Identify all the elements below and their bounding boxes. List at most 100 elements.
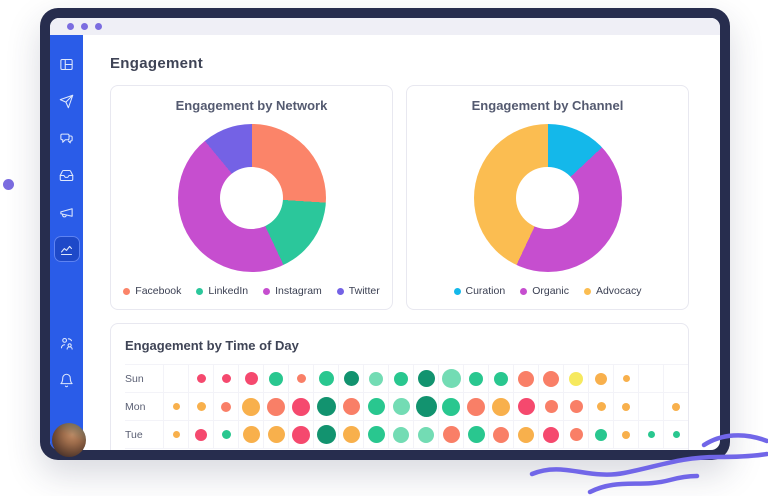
bubble: [417, 370, 435, 387]
bubble: [517, 398, 535, 415]
bubble: [493, 426, 509, 443]
megaphone-icon: [60, 207, 73, 217]
bubble-cell: [163, 421, 188, 448]
sidebar-item-inbox[interactable]: [54, 162, 80, 188]
donut-chart-network: [177, 124, 326, 272]
legend-label: LinkedIn: [208, 285, 249, 297]
decorative-purple-dot: [3, 179, 14, 190]
legend-label: Instagram: [275, 285, 322, 297]
bell-icon: [60, 373, 73, 387]
bubble: [467, 397, 485, 416]
bubble-cell: [638, 393, 663, 420]
bubble-cell: [438, 421, 463, 448]
sidebar-item-publish[interactable]: [54, 88, 80, 114]
bubble-cell: [563, 393, 588, 420]
bubble: [367, 426, 385, 443]
legend-dot: [583, 287, 591, 295]
window-control-dot[interactable]: [95, 23, 102, 30]
card-title: Engagement by Time of Day: [125, 338, 299, 353]
bubble-cell: [263, 421, 288, 448]
bubble-cell: [613, 421, 638, 448]
window-titlebar: [50, 18, 720, 35]
bubble: [622, 430, 630, 439]
bubble: [316, 425, 336, 444]
legend-item: Organic: [520, 285, 569, 297]
sidebar-item-notifications[interactable]: [54, 367, 80, 393]
legend-label: Advocacy: [595, 285, 642, 297]
sidebar-item-user-switch[interactable]: [54, 330, 80, 356]
app-window: Engagement Engagement by Network Faceboo…: [50, 18, 720, 450]
bubble: [342, 426, 360, 443]
bubble-cell: [588, 421, 613, 448]
bubble-cell: [513, 393, 538, 420]
bubble: [596, 402, 606, 411]
bubble-cell: [238, 365, 263, 392]
bubble: [569, 400, 583, 413]
bubble: [195, 428, 207, 441]
bubble-cell: [538, 393, 563, 420]
sidebar-item-dashboard[interactable]: [54, 51, 80, 77]
legend-item: Advocacy: [583, 285, 642, 297]
bubble-cell: [463, 421, 488, 448]
bubble: [518, 370, 534, 387]
bubble: [172, 431, 180, 438]
sidebar-item-conversations[interactable]: [54, 125, 80, 151]
legend-dot: [196, 287, 204, 295]
bubble: [292, 397, 310, 416]
donut-cards-row: Engagement by Network Facebook LinkedIn In…: [110, 85, 720, 310]
bubble-cell: [363, 365, 388, 392]
bubble: [221, 430, 231, 439]
window-control-dot[interactable]: [67, 23, 74, 30]
legend-item: Facebook: [123, 285, 181, 297]
bubble-cell: [288, 365, 313, 392]
donut-chart-channel: [473, 124, 622, 272]
bubble: [672, 402, 680, 411]
bubble-cell: [413, 365, 438, 392]
bubble-cell: [463, 393, 488, 420]
bubble: [369, 371, 383, 386]
sidebar-item-analytics[interactable]: [53, 236, 80, 262]
user-avatar[interactable]: [52, 423, 86, 457]
bubble: [418, 426, 434, 443]
bubble-cell: [513, 421, 538, 448]
main-content: Engagement Engagement by Network Faceboo…: [83, 35, 720, 450]
bubble: [242, 397, 260, 416]
bubble: [296, 374, 306, 383]
legend-item: LinkedIn: [196, 285, 248, 297]
bubble: [221, 401, 231, 412]
legend-dot: [263, 287, 271, 295]
bubble: [518, 426, 534, 443]
bubble-cell: [463, 365, 488, 392]
bubble: [394, 371, 408, 386]
bubble-cell: [313, 365, 338, 392]
app-window-frame: Engagement Engagement by Network Faceboo…: [40, 8, 730, 460]
bubble: [442, 426, 460, 443]
bubble: [343, 371, 359, 386]
bubble-cell: [438, 393, 463, 420]
bubble: [622, 402, 630, 411]
bubble: [342, 398, 360, 415]
bubble-cell: [388, 365, 413, 392]
bubble: [543, 370, 559, 387]
legend-item: Instagram: [263, 285, 322, 297]
bubble-cell: [438, 365, 463, 392]
legend-item: Twitter: [336, 285, 380, 297]
bubble-cell: [638, 365, 663, 392]
legend-dot: [336, 287, 344, 295]
bubble-cell: [388, 421, 413, 448]
bubble: [267, 426, 285, 443]
sidebar-item-advocacy[interactable]: [54, 199, 80, 225]
bubble: [442, 397, 460, 416]
bubble-cell: [213, 421, 238, 448]
window-control-dot[interactable]: [81, 23, 88, 30]
bubble: [595, 372, 607, 385]
bubble-grid-row: Tue: [125, 421, 688, 449]
bubble-cell: [188, 393, 213, 420]
bubble-cell: [538, 365, 563, 392]
bubble-cell: [363, 393, 388, 420]
bubble-cell: [663, 365, 688, 392]
legend-channel: Curation Organic Advocacy: [407, 285, 688, 297]
bubble: [469, 371, 483, 386]
bubble: [392, 398, 410, 415]
